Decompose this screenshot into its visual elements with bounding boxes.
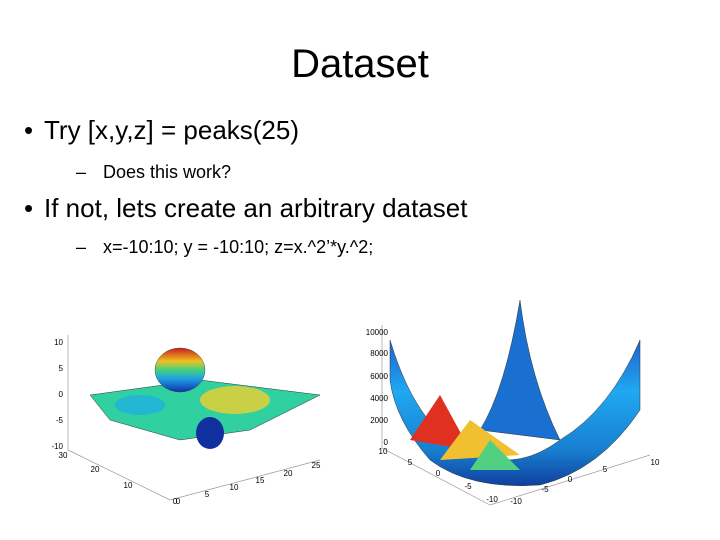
slide-title: Dataset [291, 42, 429, 86]
tick-label: 5 [59, 364, 64, 373]
tick-label: -10 [510, 497, 522, 506]
tick-label: 10 [651, 458, 660, 467]
tick-label: -10 [51, 442, 63, 451]
tick-label: 5 [205, 490, 210, 499]
tick-label: -5 [464, 482, 472, 491]
tick-label: 10 [230, 483, 239, 492]
tick-label: 5 [603, 465, 608, 474]
bullet: If not, lets create an arbitrary dataset [24, 193, 467, 224]
tick-label: 0 [436, 469, 441, 478]
tick-label: 4000 [370, 394, 388, 403]
tick-label: 2000 [370, 416, 388, 425]
paraboloid-plot [381, 299, 651, 506]
bullet: Try [x,y,z] = peaks(25) [24, 115, 299, 146]
tick-label: 20 [284, 469, 293, 478]
tick-label: 15 [256, 476, 265, 485]
tick-label: 0 [59, 390, 64, 399]
peaks-plot [67, 335, 321, 501]
tick-label: 25 [312, 461, 321, 470]
tick-label: 0 [176, 497, 181, 506]
tick-label: 10 [124, 481, 133, 490]
tick-label: 5 [408, 458, 413, 467]
tick-label: 0 [384, 438, 389, 447]
tick-label: 10000 [366, 328, 389, 337]
tick-label: 30 [59, 451, 68, 460]
tick-label: 10 [379, 447, 388, 456]
bullet: x=-10:10; y = -10:10; z=x.^2’*y.^2; [76, 237, 373, 258]
tick-label: -10 [486, 495, 498, 504]
tick-label: 20 [91, 465, 100, 474]
tick-label: 8000 [370, 349, 388, 358]
tick-label: 6000 [370, 372, 388, 381]
tick-label: 10 [54, 338, 63, 347]
tick-label: -5 [541, 485, 549, 494]
tick-label: -5 [56, 416, 64, 425]
tick-label: 0 [173, 497, 178, 506]
bullet: Does this work? [76, 162, 231, 183]
tick-label: 0 [568, 475, 573, 484]
